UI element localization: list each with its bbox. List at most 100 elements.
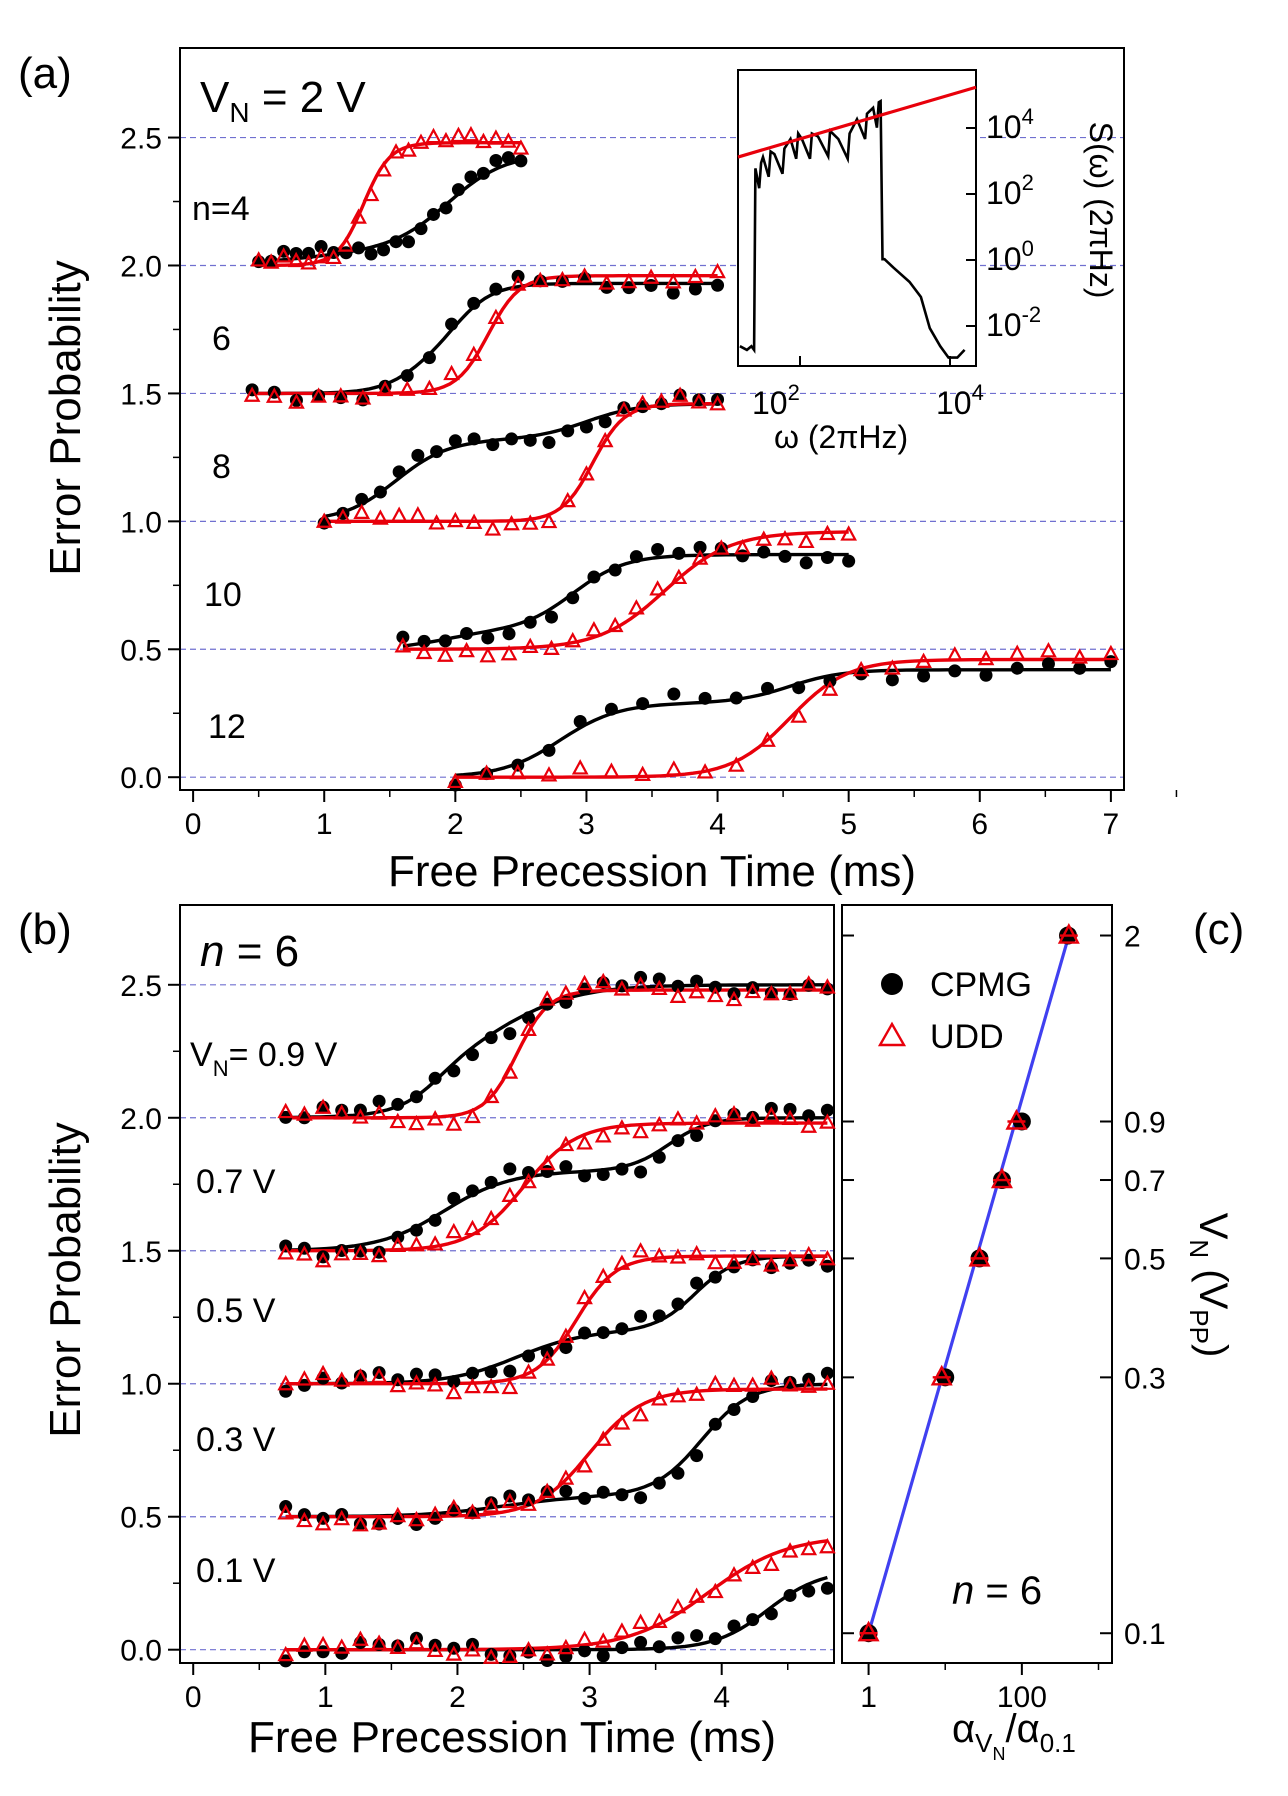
udd-point	[370, 1367, 388, 1383]
cpmg-point	[596, 1326, 610, 1340]
inset-pow-exp: 0	[1022, 236, 1034, 261]
vpp-close: )	[1191, 1344, 1235, 1357]
udd-point	[538, 990, 556, 1006]
udd-point	[763, 1256, 780, 1272]
cpmg-point	[799, 556, 813, 570]
cpmg-point	[615, 1488, 629, 1502]
cpmg-point	[698, 691, 712, 705]
panel-b: 0.0 0.5 1.0 1.5 2.0 2.5 0 1 2 3 4 Free Precession…	[41, 904, 836, 1762]
cpmg-point	[503, 1364, 517, 1378]
cpmg-point	[667, 687, 681, 701]
cpmg-point	[352, 241, 366, 255]
panel-c-title-n: n	[952, 1569, 974, 1613]
udd-point	[632, 1613, 649, 1629]
inset-marks	[737, 85, 977, 359]
udd-point	[370, 1246, 388, 1263]
udd-point	[389, 1506, 407, 1523]
udd-point	[314, 1515, 332, 1531]
cpmg-point	[467, 432, 481, 446]
cpmg-point	[312, 389, 326, 403]
inset-x-tick-label-10000: 104	[936, 380, 984, 421]
udd-point	[501, 1647, 519, 1663]
cpmg-point	[484, 1031, 498, 1045]
cpmg-point	[402, 235, 416, 249]
udd-point	[332, 387, 350, 403]
panel-a-baselines	[180, 136, 1124, 778]
cpmg-point	[690, 974, 704, 988]
udd-point	[819, 1374, 836, 1390]
cpmg-point	[522, 1011, 536, 1025]
inset-y-tick-label-1e2: 102	[986, 170, 1034, 211]
udd-fit-curve	[285, 988, 828, 1120]
udd-point	[669, 1387, 687, 1403]
cpmg-point	[439, 201, 453, 215]
udd-point	[800, 1539, 818, 1556]
cpmg-point	[596, 1649, 610, 1663]
udd-point	[634, 394, 651, 410]
cpmg-point	[671, 1631, 685, 1645]
c-x-tick-label: 1	[860, 1681, 877, 1714]
udd-point	[296, 1105, 313, 1121]
cpmg-point	[652, 1150, 666, 1164]
udd-point	[265, 387, 283, 403]
udd-point	[613, 1119, 631, 1135]
cpmg-point	[409, 1090, 423, 1104]
cpmg-point	[671, 979, 685, 993]
udd-point	[428, 514, 445, 530]
cpmg-point	[561, 424, 575, 438]
udd-calibration-point	[930, 1364, 953, 1386]
cpmg-point	[634, 1309, 648, 1323]
udd-point	[649, 580, 666, 596]
udd-point	[706, 1582, 724, 1599]
cpmg-point	[533, 274, 547, 288]
udd-point	[450, 126, 467, 143]
udd-point	[594, 1430, 612, 1446]
cpmg-point	[802, 1109, 816, 1123]
udd-point	[725, 1376, 743, 1392]
udd-point	[540, 766, 558, 782]
udd-point	[479, 646, 497, 663]
cpmg-point	[690, 1629, 704, 1643]
x-tick-label: 4	[709, 808, 726, 841]
cpmg-point	[727, 1402, 741, 1416]
cpmg-point	[820, 1259, 834, 1273]
udd-point	[288, 393, 305, 409]
panel-c-title-rest: = 6	[974, 1569, 1042, 1613]
panel-c-marks	[857, 922, 1080, 1643]
cpmg-point	[476, 166, 490, 180]
udd-fit-curve	[324, 402, 718, 523]
udd-point	[296, 1511, 313, 1528]
udd-point	[352, 1630, 369, 1646]
c-y-tick-label: 0.5	[1124, 1243, 1166, 1276]
udd-point	[354, 389, 372, 405]
udd-point	[821, 680, 839, 696]
udd-point	[576, 1630, 593, 1646]
udd-point	[744, 1558, 762, 1574]
cpmg-point	[596, 1168, 610, 1182]
cpmg-point	[566, 591, 580, 605]
cpmg-point	[316, 1645, 330, 1659]
udd-point	[314, 1364, 332, 1381]
cpmg-point	[708, 1632, 722, 1646]
udd-point	[669, 1248, 687, 1264]
cpmg-point	[666, 286, 680, 300]
cpmg-point	[523, 615, 537, 629]
cpmg-point	[764, 1607, 778, 1621]
udd-point	[706, 1107, 724, 1123]
udd-point	[800, 975, 818, 991]
udd-point	[1071, 648, 1089, 664]
cpmg-point	[885, 673, 899, 687]
udd-point	[634, 765, 651, 782]
udd-point	[650, 1247, 668, 1263]
cpmg-point	[802, 1584, 816, 1598]
cpmg-point	[364, 247, 378, 261]
udd-point	[353, 503, 371, 519]
udd-point	[487, 308, 505, 325]
udd-point	[594, 972, 612, 989]
inset-pow-base: 10	[986, 109, 1022, 145]
curve-label-n4: n=4	[192, 190, 250, 228]
x-tick-label: 1	[317, 1681, 334, 1714]
curve-label-vn-0.7: 0.7 V	[196, 1163, 276, 1201]
cpmg-point	[727, 1619, 741, 1633]
